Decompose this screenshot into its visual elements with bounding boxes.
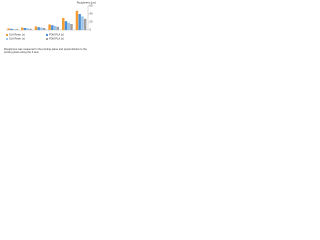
bar [67,22,70,30]
bar [34,26,38,30]
bar [21,27,24,30]
bar [83,18,87,30]
legend-label: FDM PLA (z) [49,37,64,41]
bar [10,28,13,30]
bar [62,18,65,30]
bar [64,21,68,30]
bar [42,28,46,30]
bar [78,14,81,30]
bar [53,26,57,30]
legend-swatch [6,38,8,40]
bar [56,26,60,30]
y-axis-label: Roughness (μm) [77,1,96,5]
y-tick-label: 40 [90,12,93,16]
legend-label: FDM PLA (x) [49,33,64,37]
chart: Roughness (μm) 0 20 40 60 SLA Resin (x) FDM P… [6,1,96,41]
bar [7,28,10,30]
page: Roughness (μm) 0 20 40 60 SLA Resin (x) FDM P… [0,0,100,63]
legend-swatch [46,38,48,40]
legend-label: SLA Resin (x) [9,33,25,37]
bar [75,10,79,31]
y-tick-label: 60 [90,4,93,8]
legend-label: SLA Resin (z) [9,37,25,41]
caption: Roughness was measured in the printing p… [4,48,87,55]
bar [26,28,29,30]
bar [70,24,73,30]
bar [51,25,54,30]
y-tick-label: 20 [90,20,93,24]
bar [15,29,19,30]
y-tick-label: 0 [90,28,92,32]
bar [37,27,40,30]
bar [29,28,32,30]
bar [40,27,43,30]
bar [81,16,84,30]
legend-swatch [46,34,48,36]
legend-swatch [6,34,8,36]
bar [48,24,51,30]
bar [23,28,27,30]
bar [12,29,16,30]
